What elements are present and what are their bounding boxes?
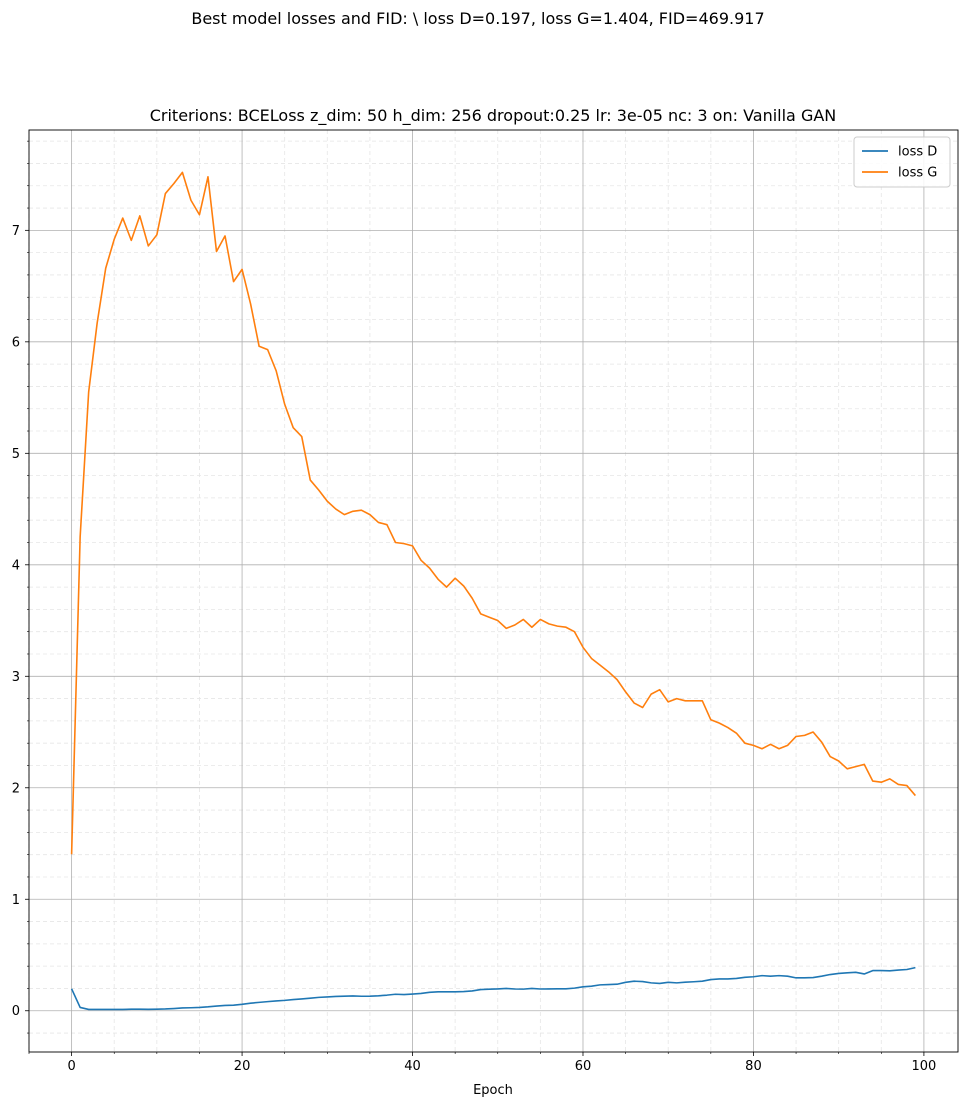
legend-box [853, 136, 951, 188]
y-tick-label: 4 [12, 558, 20, 573]
figure-suptitle: Best model losses and FID: \ loss D=0.19… [191, 9, 764, 28]
y-tick-label: 0 [12, 1004, 20, 1019]
x-tick-label: 100 [911, 1059, 936, 1074]
x-tick-label: 0 [67, 1059, 75, 1074]
y-tick-label: 3 [12, 670, 20, 685]
x-tick-label: 80 [745, 1059, 762, 1074]
y-tick-label: 5 [12, 447, 20, 462]
x-axis-label: Epoch [473, 1083, 513, 1098]
y-tick-label: 1 [12, 893, 20, 908]
legend-label: loss D [898, 145, 937, 160]
x-tick-label: 40 [404, 1059, 421, 1074]
axes-frame [28, 129, 959, 1053]
x-tick-label: 60 [575, 1059, 592, 1074]
y-tick-label: 7 [12, 224, 20, 239]
y-tick-label: 2 [12, 781, 20, 796]
series-line-loss-d [70, 966, 916, 1011]
y-tick-label: 6 [12, 335, 20, 350]
plot-area: 0 20 40 60 80 100 0 1 2 3 4 5 6 7 loss D loss G [12, 129, 959, 1074]
series-line-loss-g [70, 171, 916, 855]
chart-title: Criterions: BCELoss z_dim: 50 h_dim: 256… [150, 106, 837, 126]
legend-label: loss G [898, 166, 937, 181]
x-tick-label: 20 [234, 1059, 251, 1074]
